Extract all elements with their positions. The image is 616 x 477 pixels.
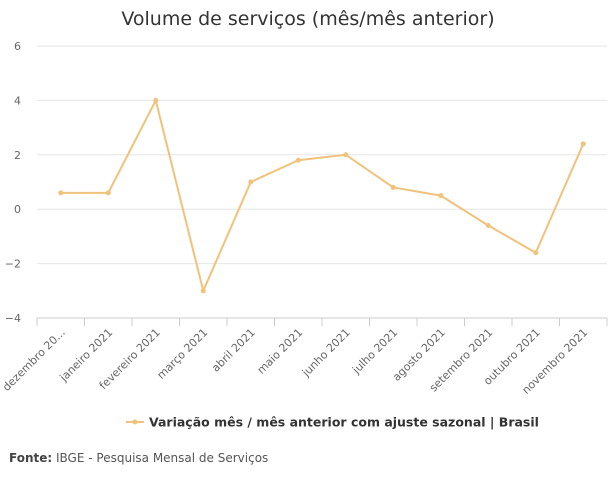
legend-label: Variação mês / mês anterior com ajuste s…: [149, 415, 539, 430]
data-point[interactable]: [58, 190, 64, 196]
data-point[interactable]: [200, 288, 206, 294]
x-tick-label: julho 2021: [349, 326, 400, 377]
x-tick-label: abril 2021: [209, 326, 258, 375]
data-point[interactable]: [295, 157, 301, 163]
plot-area: [58, 97, 586, 294]
legend[interactable]: Variação mês / mês anterior com ajuste s…: [126, 415, 539, 430]
grid: [37, 45, 607, 319]
y-tick-label: −2: [5, 258, 21, 271]
legend-marker-swatch: [132, 419, 138, 425]
data-point[interactable]: [485, 223, 491, 229]
data-point[interactable]: [248, 179, 254, 185]
y-tick-label: 4: [14, 94, 21, 107]
y-tick-label: 0: [14, 203, 21, 216]
source-label: Fonte:: [9, 451, 53, 465]
x-tick-label: março 2021: [154, 326, 210, 382]
source-note: Fonte: IBGE - Pesquisa Mensal de Serviço…: [9, 451, 268, 465]
data-point[interactable]: [105, 190, 111, 196]
series-line: [59, 99, 585, 292]
y-tick-label: 6: [14, 40, 21, 53]
y-tick-label: −4: [5, 312, 21, 325]
x-tick-label: junho 2021: [299, 326, 353, 380]
source-text: IBGE - Pesquisa Mensal de Serviços: [56, 451, 269, 465]
chart-title: Volume de serviços (mês/mês anterior): [121, 8, 494, 30]
y-axis: 6 4 2 0 −2 −4: [5, 40, 21, 325]
data-point[interactable]: [533, 250, 539, 256]
data-point[interactable]: [390, 184, 396, 190]
x-tick-label: dezembro 20...: [0, 326, 68, 394]
data-point[interactable]: [343, 152, 349, 158]
data-point[interactable]: [580, 141, 586, 147]
data-point[interactable]: [153, 97, 159, 103]
data-point[interactable]: [438, 193, 444, 199]
x-tick-label: maio 2021: [255, 326, 306, 377]
y-tick-label: 2: [14, 149, 21, 162]
